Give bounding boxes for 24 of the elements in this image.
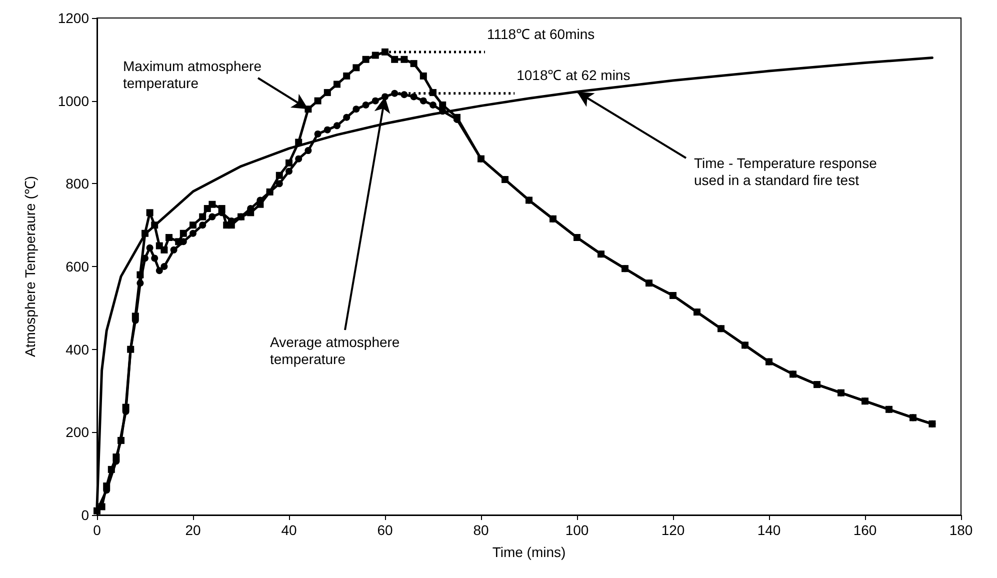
y-tick-label: 0 bbox=[81, 507, 90, 523]
x-tick-label: 20 bbox=[185, 522, 201, 538]
x-tick-label: 80 bbox=[473, 522, 489, 538]
annotation: Time - Temperature response used in a standard fire test bbox=[694, 155, 878, 189]
x-tick-label: 0 bbox=[93, 522, 102, 538]
x-tick-label: 40 bbox=[281, 522, 297, 538]
x-tick-label: 120 bbox=[661, 522, 685, 538]
x-axis-title: Time (mins) bbox=[492, 544, 566, 560]
y-tick-label: 1200 bbox=[58, 10, 90, 26]
annotation: Average atmosphere temperature bbox=[270, 334, 401, 368]
y-tick-label: 1000 bbox=[58, 92, 90, 109]
x-tick-label: 60 bbox=[377, 522, 393, 538]
x-tick-label: 140 bbox=[757, 522, 781, 538]
y-tick-label: 800 bbox=[66, 176, 90, 192]
x-tick-label: 100 bbox=[565, 522, 589, 538]
annotation: 1018℃ at 62 mins bbox=[516, 67, 632, 84]
x-tick-label: 180 bbox=[949, 522, 973, 538]
annotation: 1118℃ at 60mins bbox=[487, 26, 596, 43]
y-tick-label: 200 bbox=[66, 424, 90, 440]
y-tick-label: 600 bbox=[66, 258, 90, 274]
annotation: Maximum atmosphere temperature bbox=[123, 58, 262, 92]
y-axis-title: Atmosphere Temperaure (℃) bbox=[22, 176, 38, 358]
x-tick-label: 160 bbox=[853, 522, 877, 538]
y-tick-label: 400 bbox=[66, 341, 90, 358]
